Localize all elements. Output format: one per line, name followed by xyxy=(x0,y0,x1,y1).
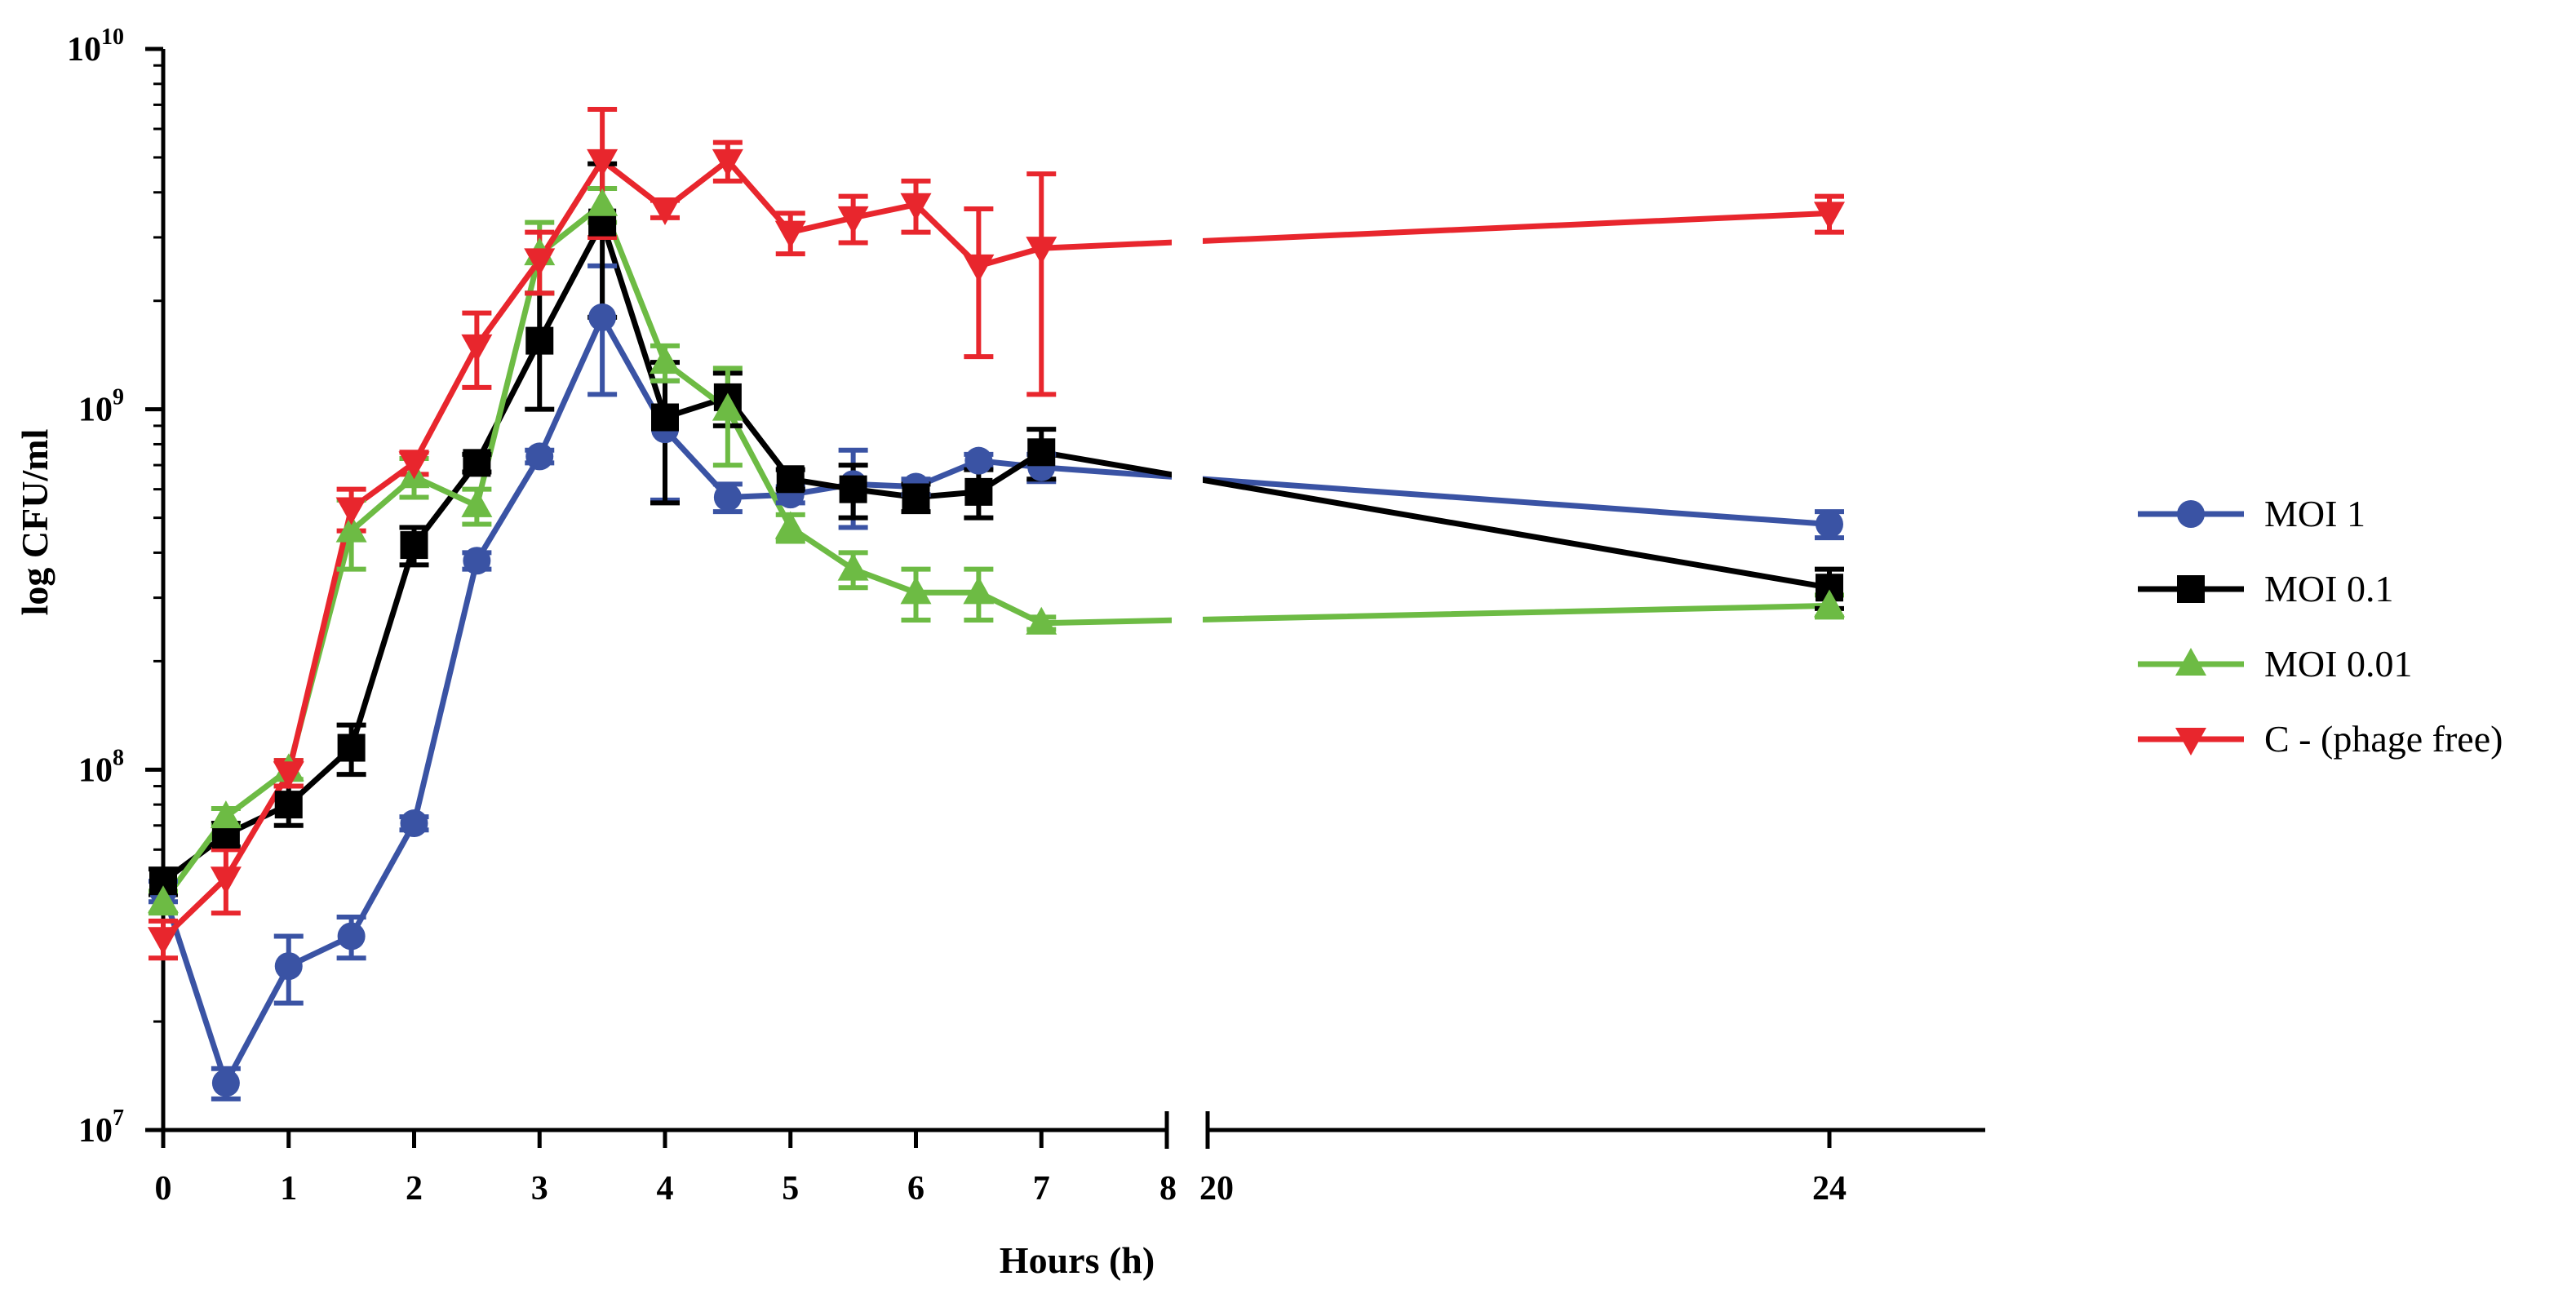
x-tick-label: 0 xyxy=(155,1170,172,1208)
data-point-c-phage-free xyxy=(398,451,430,480)
data-point-moi-0-01 xyxy=(1026,606,1057,635)
legend-marker xyxy=(2177,575,2205,603)
data-point-moi-0-1 xyxy=(1027,438,1056,467)
data-point-moi-0-1 xyxy=(400,531,428,560)
data-point-moi-0-01 xyxy=(148,885,179,914)
data-point-moi-0-01 xyxy=(712,392,743,421)
data-point-moi-0-1 xyxy=(274,791,303,819)
data-point-moi-0-01 xyxy=(210,800,242,829)
data-point-c-phage-free xyxy=(461,334,493,362)
data-point-moi-0-1 xyxy=(776,465,805,494)
series-line-moi-1 xyxy=(160,314,1830,1086)
axis-break-gap xyxy=(1172,163,1203,1101)
data-point-moi-0-01 xyxy=(335,514,367,543)
x-tick-label: 5 xyxy=(782,1170,799,1208)
series-lines xyxy=(160,157,1830,1086)
y-tick-label: 1010 xyxy=(67,24,124,69)
x-axis-title: Hours (h) xyxy=(1000,1239,1155,1281)
data-point-c-phage-free xyxy=(524,248,556,277)
data-point-c-phage-free xyxy=(148,927,179,955)
data-point-c-phage-free xyxy=(210,866,242,895)
y-tick-label: 109 xyxy=(78,385,124,429)
legend-marker xyxy=(2175,728,2206,756)
data-point-moi-0-01 xyxy=(774,511,806,539)
data-point-c-phage-free xyxy=(963,254,995,282)
data-point-c-phage-free xyxy=(1026,237,1057,265)
legend-label: C - (phage free) xyxy=(2264,718,2503,760)
legend: MOI 1 MOI 0.1 MOI 0.01 C - (phage free) xyxy=(2138,493,2503,760)
data-point-moi-0-01 xyxy=(963,576,995,605)
data-point-moi-0-1 xyxy=(337,733,366,762)
legend-marker xyxy=(2175,648,2206,676)
data-point-moi-0-1 xyxy=(463,449,491,477)
data-point-moi-1 xyxy=(964,446,993,475)
data-point-moi-1 xyxy=(211,1069,240,1097)
data-point-c-phage-free xyxy=(712,148,743,177)
data-point-c-phage-free xyxy=(650,197,681,225)
axes-layer xyxy=(161,49,1985,1149)
data-point-moi-1 xyxy=(463,547,491,575)
data-point-moi-0-1 xyxy=(525,326,554,355)
x-tick-label: 20 xyxy=(1199,1170,1234,1208)
x-tick-label: 3 xyxy=(531,1170,548,1208)
data-point-moi-1 xyxy=(337,922,366,951)
data-point-moi-0-01 xyxy=(461,489,493,517)
data-point-c-phage-free xyxy=(273,761,304,790)
series-markers xyxy=(148,148,1845,1101)
legend-label: MOI 0.01 xyxy=(2264,643,2412,685)
data-point-moi-0-1 xyxy=(964,477,993,506)
data-point-moi-1 xyxy=(525,442,554,471)
data-point-moi-0-01 xyxy=(650,346,681,374)
data-point-moi-0-01 xyxy=(587,188,619,216)
y-tick-label: 108 xyxy=(78,745,124,789)
data-point-moi-1 xyxy=(713,483,742,512)
x-tick-label: 4 xyxy=(657,1170,674,1208)
data-point-c-phage-free xyxy=(837,206,869,234)
x-tick-label: 7 xyxy=(1033,1170,1050,1208)
data-point-moi-0-01 xyxy=(900,576,932,605)
data-point-moi-0-1 xyxy=(651,403,679,432)
series-line-moi-0-1 xyxy=(161,219,1830,884)
data-point-moi-0-01 xyxy=(1814,589,1845,618)
data-point-moi-1 xyxy=(1816,510,1843,538)
data-point-c-phage-free xyxy=(1814,202,1845,230)
data-point-moi-0-01 xyxy=(837,552,869,581)
data-point-c-phage-free xyxy=(587,148,619,177)
y-axis-title: log CFU/ml xyxy=(14,429,55,616)
x-tick-label: 24 xyxy=(1812,1170,1847,1208)
y-tick-label: 107 xyxy=(78,1106,124,1150)
data-point-moi-1 xyxy=(274,952,303,981)
data-point-moi-1 xyxy=(400,809,428,838)
x-tick-label: 8 xyxy=(1159,1170,1177,1208)
legend-label: MOI 0.1 xyxy=(2264,568,2393,609)
data-point-c-phage-free xyxy=(774,220,806,249)
legend-marker xyxy=(2177,500,2205,528)
x-tick-label: 2 xyxy=(406,1170,423,1208)
data-point-moi-0-1 xyxy=(839,475,867,503)
data-point-moi-0-1 xyxy=(902,483,930,512)
x-tick-label: 6 xyxy=(907,1170,924,1208)
series-line-c-phage-free xyxy=(161,157,1830,941)
ticks-layer: 107 108 109 1010 0 1 2 3 4 5 6 7 8 20 24 xyxy=(67,24,1847,1208)
x-tick-label: 1 xyxy=(280,1170,297,1208)
data-point-moi-1 xyxy=(588,303,617,331)
legend-label: MOI 1 xyxy=(2264,493,2365,534)
data-point-c-phage-free xyxy=(900,193,932,221)
data-point-c-phage-free xyxy=(335,497,367,525)
